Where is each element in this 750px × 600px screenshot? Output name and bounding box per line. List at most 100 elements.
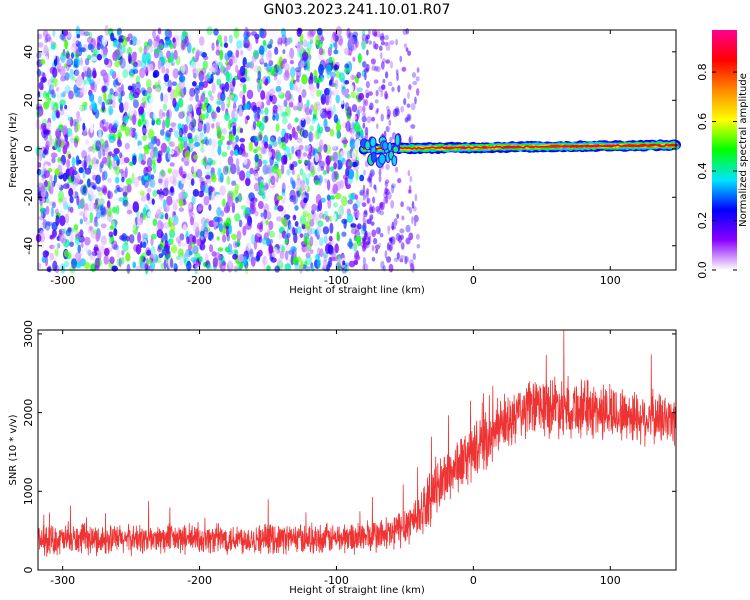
spectrogram-cell: [261, 237, 269, 245]
spectrogram-cell: [320, 93, 326, 105]
spectrogram-cell: [329, 71, 337, 79]
spectrogram-cell: [119, 57, 126, 69]
spectrogram-cell: [68, 166, 73, 176]
spectrogram-cell: [292, 195, 297, 205]
spectrogram-cell: [364, 89, 369, 95]
spectrogram-cell: [54, 247, 59, 257]
spectrogram-cell: [169, 43, 174, 50]
spectrogram-cell: [222, 234, 227, 243]
spectrogram-cell: [296, 226, 302, 234]
spectrogram-cell: [309, 125, 314, 132]
spectrogram-cell: [305, 177, 310, 186]
spectrogram-cell: [86, 178, 91, 188]
spectrogram-cell: [191, 166, 195, 175]
spectrogram-cell: [283, 178, 289, 190]
spectrogram-cell: [302, 39, 308, 48]
spectrogram-cell: [109, 88, 114, 95]
spectrogram-cell: [278, 105, 284, 112]
spectrogram-cell: [356, 212, 363, 221]
spectrogram-cell: [44, 251, 50, 256]
spectrogram-cell: [244, 213, 250, 221]
spectrogram-cell: [368, 28, 371, 37]
spectrogram-cell: [149, 94, 155, 105]
spectrogram-cell: [142, 110, 146, 120]
spectrogram-cell: [211, 63, 219, 73]
spectrogram-cell: [346, 114, 351, 122]
spectrogram-cell: [219, 49, 224, 61]
spectrogram-cell: [227, 195, 234, 208]
spectrogram-cell: [70, 173, 75, 182]
spectrogram-cell: [315, 194, 322, 206]
spectrogram-cell: [347, 168, 355, 180]
spectrogram-cell: [37, 182, 43, 188]
x-tick-label: -100: [324, 574, 349, 587]
spectrogram-cell: [269, 136, 275, 147]
spectrogram-cell: [112, 206, 117, 214]
spectrogram-cell: [114, 188, 118, 194]
spectrogram-cell: [293, 138, 300, 148]
spectrogram-cell: [240, 205, 247, 210]
spectrogram-cell: [307, 212, 312, 223]
spectrogram-cell: [372, 196, 376, 204]
spectrogram-cell: [302, 152, 308, 157]
spectrogram-cell: [376, 66, 381, 73]
spectrogram-cell: [205, 111, 209, 119]
snr-line: [37, 330, 677, 557]
spectrogram-cell: [376, 123, 379, 130]
spectrogram-cell: [172, 135, 177, 146]
spectrogram-cell: [118, 197, 125, 202]
spectrogram-cell: [299, 168, 304, 176]
spectrogram-cell: [367, 231, 372, 241]
spectrogram-cell: [111, 240, 118, 250]
spectrogram-cell: [173, 49, 178, 60]
spectrogram-cell: [341, 231, 347, 237]
spectrogram-cell: [403, 98, 407, 106]
spectrogram-cell: [152, 146, 158, 152]
spectrogram-cell: [391, 221, 395, 231]
spectrogram-cell: [153, 37, 157, 49]
spectrogram-cell: [147, 59, 152, 65]
spectrogram-cell: [346, 213, 354, 224]
spectrogram-cell: [139, 190, 145, 196]
spectrogram-cell: [281, 230, 287, 239]
spectrogram-cell: [132, 261, 136, 269]
spectrogram-cell: [385, 125, 390, 133]
spectrogram-cell: [236, 40, 243, 49]
spectrogram-cell: [147, 211, 152, 217]
spectrogram-cell: [217, 61, 223, 67]
spectrogram-cell: [91, 100, 96, 110]
snr-x-axis-label: Height of straight line (km): [289, 585, 425, 596]
spectrogram-cell: [316, 27, 323, 36]
y-tick-label: -20: [22, 188, 35, 206]
spectrogram-cell: [292, 256, 299, 266]
spectrogram-cell: [276, 151, 282, 162]
spectrogram-cell: [207, 231, 214, 241]
spectrogram-cell: [125, 235, 130, 242]
spectrogram-cell: [208, 90, 212, 97]
spectrogram-cell: [285, 90, 292, 101]
spectrogram-cell: [51, 229, 56, 240]
spectrogram-cell: [115, 176, 120, 184]
spectrogram-cell: [105, 146, 112, 153]
spectrogram-cell: [74, 52, 80, 58]
spectrogram-cell: [311, 203, 318, 212]
spectrogram-cell: [255, 36, 259, 44]
spectrogram-cell: [378, 168, 382, 177]
spectrogram-cell: [216, 126, 223, 137]
spectrogram-cell: [35, 233, 42, 243]
spectrogram-cell: [289, 163, 293, 171]
spectrogram-cell: [329, 128, 335, 137]
spectrogram-cell: [378, 175, 382, 183]
spectrogram-cell: [224, 165, 229, 172]
spectrogram-cell: [80, 57, 83, 66]
spectrogram-cell: [120, 83, 124, 93]
spectrogram-cell: [163, 73, 170, 82]
spectrogram-cell: [319, 248, 324, 258]
spectrogram-cell: [122, 242, 129, 252]
spectrogram-cell: [116, 258, 121, 266]
spectrogram-cell: [306, 113, 313, 123]
spectrogram-cell: [192, 118, 197, 128]
spectrogram-cell: [56, 80, 61, 89]
spectrogram-cell: [284, 63, 290, 73]
spectrogram-cell: [172, 221, 176, 227]
